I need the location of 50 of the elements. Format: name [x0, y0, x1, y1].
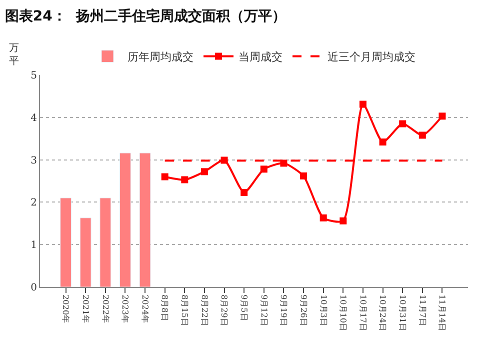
x-tick-label: 8月22日: [200, 294, 209, 326]
bar: [120, 152, 131, 287]
x-tick-label: 10月24日: [378, 294, 388, 331]
y-tick-label: 0: [30, 282, 37, 294]
point: [340, 217, 347, 224]
point: [260, 166, 268, 173]
point: [418, 132, 426, 139]
x-tick-label: 2023年: [120, 294, 130, 323]
point: [379, 138, 386, 146]
y-tick-label: 4: [30, 112, 37, 124]
x-tick-label: 2021年: [80, 294, 90, 323]
x-tick-label: 10月17日: [358, 294, 368, 331]
x-tick-label: 2020年: [61, 294, 70, 323]
bar: [139, 152, 151, 287]
chart-title: 图表24： 扬州二手住宅周成交面积（万平）: [4, 7, 286, 24]
legend-label: 历年周均成交: [128, 50, 194, 64]
bar: [80, 218, 92, 287]
x-tick-label: 10月31日: [398, 294, 407, 331]
point: [399, 120, 406, 128]
x-tick-label: 8月15日: [180, 294, 190, 326]
bar: [60, 198, 72, 287]
x-tick-label: 9月19日: [279, 294, 288, 326]
y-tick-label: 1: [30, 240, 37, 252]
x-tick-label: 9月5日: [239, 294, 248, 321]
y-tick-label: 2: [30, 198, 37, 209]
point: [280, 160, 288, 167]
x-tick-label: 9月12日: [259, 294, 268, 326]
point: [240, 188, 248, 196]
point: [300, 172, 308, 180]
y-tick-label: 3: [30, 155, 37, 166]
bar: [100, 198, 112, 287]
point: [438, 112, 446, 120]
point: [320, 214, 327, 222]
x-tick-label: 9月26日: [298, 294, 308, 326]
y-tick-label: 5: [30, 70, 37, 82]
point: [181, 176, 188, 184]
x-tick-label: 8月8日: [160, 294, 170, 321]
x-tick-label: 8月29日: [220, 294, 229, 326]
x-tick-label: 2022年: [100, 294, 110, 323]
legend-label: 近三个月周均成交: [328, 50, 416, 64]
x-tick-label: 11月14日: [438, 294, 447, 331]
point: [161, 173, 168, 180]
point: [200, 168, 208, 176]
point: [359, 100, 366, 108]
y-axis-title: 万平: [9, 43, 19, 67]
legend-label: 当周成交: [238, 50, 282, 64]
x-tick-label: 2024年: [140, 294, 150, 323]
x-tick-label: 10月10日: [338, 294, 348, 331]
x-tick-label: 10月3日: [318, 294, 328, 326]
x-tick-label: 11月7日: [418, 294, 427, 326]
